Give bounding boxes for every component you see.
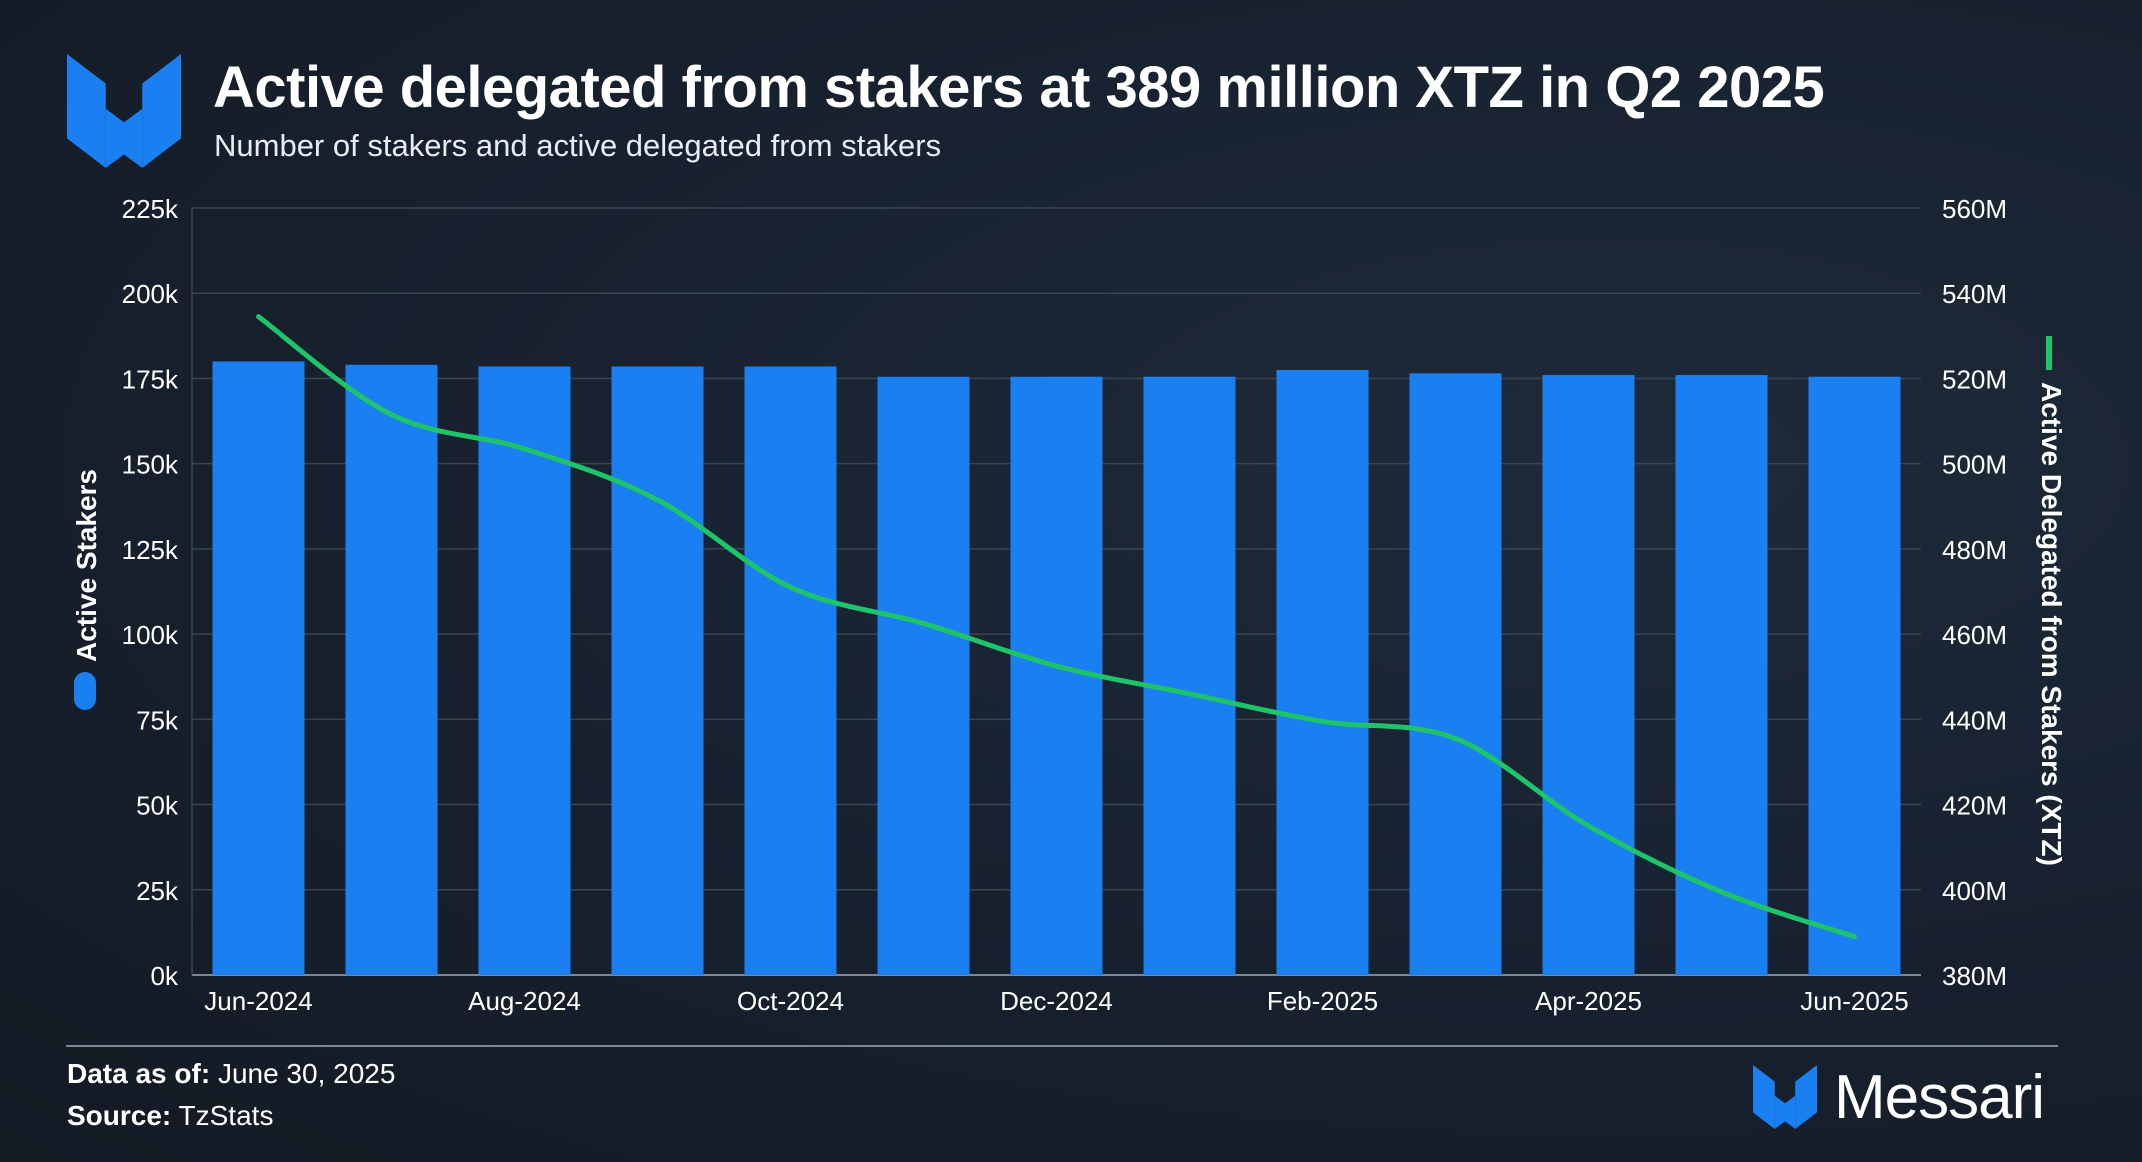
- left-tick-label: 100k: [122, 620, 179, 650]
- right-axis-title: Active Delegated from Stakers (XTZ): [2036, 336, 2067, 866]
- left-tick-label: 50k: [136, 791, 179, 821]
- left-tick-label: 125k: [122, 535, 179, 565]
- left-tick-label: 150k: [122, 450, 179, 480]
- left-tick-label: 0k: [151, 961, 179, 991]
- bar: [1276, 369, 1369, 975]
- bar: [877, 376, 970, 975]
- bar: [212, 361, 305, 975]
- x-tick-label: Aug-2024: [468, 986, 581, 1016]
- bar: [744, 366, 837, 976]
- data-as-of-value: June 30, 2025: [217, 1058, 396, 1089]
- bar: [1675, 375, 1768, 976]
- source-value: TzStats: [178, 1100, 274, 1131]
- left-axis-tick-labels: 0k 25k 50k 75k 100k 125k 150k 175k 200k 225k: [122, 194, 179, 991]
- x-tick-label: Oct-2024: [737, 986, 844, 1016]
- messari-logo-icon: [67, 54, 181, 168]
- messari-mark-icon: [1753, 1065, 1817, 1129]
- right-tick-label: 400M: [1942, 876, 2007, 906]
- brand-logo: Messari: [1752, 1062, 2045, 1132]
- footer-divider: [66, 1045, 2058, 1047]
- bar: [1542, 375, 1635, 976]
- x-tick-label: Jun-2024: [204, 986, 312, 1016]
- data-as-of: Data as of: June 30, 2025: [67, 1058, 395, 1090]
- right-axis-tick-labels: 380M 400M 420M 440M 460M 480M 500M 520M 540M 560M: [1942, 194, 2007, 991]
- brand-name: Messari: [1834, 1062, 2045, 1132]
- left-tick-label: 200k: [122, 279, 179, 309]
- right-tick-label: 520M: [1942, 364, 2007, 394]
- right-tick-label: 540M: [1942, 279, 2007, 309]
- right-tick-label: 380M: [1942, 961, 2007, 991]
- left-tick-label: 75k: [136, 705, 179, 735]
- right-tick-label: 480M: [1942, 535, 2007, 565]
- bar: [1409, 373, 1502, 975]
- bar: [1808, 376, 1901, 975]
- left-tick-label: 225k: [122, 194, 179, 224]
- left-tick-label: 175k: [122, 364, 179, 394]
- left-axis-title: Active Stakers: [71, 469, 102, 710]
- source: Source: TzStats: [67, 1100, 273, 1132]
- right-tick-label: 560M: [1942, 194, 2007, 224]
- right-axis-legend-swatch: [2046, 336, 2052, 370]
- combo-chart: 0k 25k 50k 75k 100k 125k 150k 175k 200k 225k 380M…: [71, 194, 2067, 1016]
- bar: [345, 364, 438, 975]
- right-tick-label: 460M: [1942, 620, 2007, 650]
- right-tick-label: 420M: [1942, 791, 2007, 821]
- x-axis-tick-labels: Jun-2024 Aug-2024 Oct-2024 Dec-2024 Feb-2025…: [204, 986, 1908, 1016]
- right-tick-label: 500M: [1942, 450, 2007, 480]
- left-tick-label: 25k: [136, 876, 179, 906]
- bar-series: [212, 361, 1901, 976]
- bar: [478, 366, 571, 976]
- source-label: Source:: [67, 1100, 172, 1131]
- bar: [611, 366, 704, 976]
- chart-title: Active delegated from stakers at 389 mil…: [213, 55, 1825, 120]
- left-axis-label: Active Stakers: [71, 469, 102, 662]
- delegated-line: [256, 314, 1857, 940]
- chart-subtitle: Number of stakers and active delegated f…: [214, 128, 942, 163]
- bar: [1143, 376, 1236, 975]
- x-tick-label: Feb-2025: [1267, 986, 1378, 1016]
- x-tick-label: Jun-2025: [1800, 986, 1908, 1016]
- right-axis-label: Active Delegated from Stakers (XTZ): [2036, 382, 2067, 866]
- x-tick-label: Apr-2025: [1535, 986, 1642, 1016]
- line-series: [256, 314, 1857, 940]
- data-as-of-label: Data as of:: [67, 1058, 211, 1089]
- x-tick-label: Dec-2024: [1000, 986, 1113, 1016]
- left-axis-legend-swatch: [74, 672, 96, 710]
- right-tick-label: 440M: [1942, 705, 2007, 735]
